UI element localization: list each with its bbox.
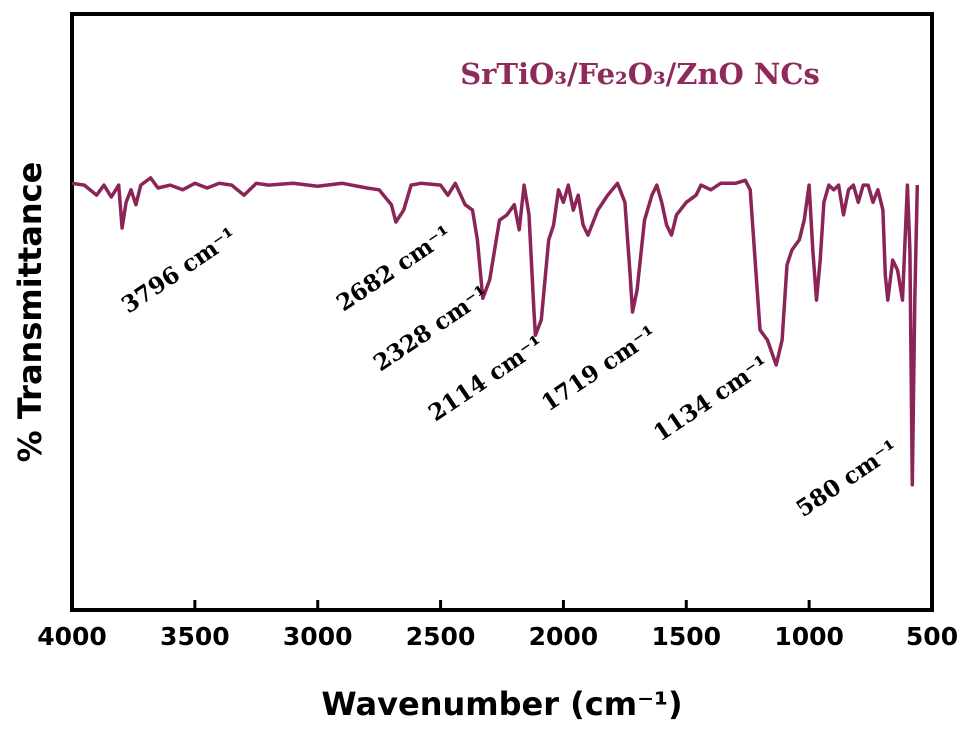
peak-annotation: 580 cm⁻¹ xyxy=(791,435,903,523)
peak-annotation: 2328 cm⁻¹ xyxy=(369,280,494,377)
y-axis-label: % Transmittance xyxy=(11,162,49,463)
x-tick-label: 3500 xyxy=(160,622,230,651)
chart-title: SrTiO₃/Fe₂O₃/ZnO NCs xyxy=(460,57,820,91)
peak-annotation: 1719 cm⁻¹ xyxy=(537,320,662,417)
peak-annotation: 2114 cm⁻¹ xyxy=(424,330,549,427)
peak-annotation: 3796 cm⁻¹ xyxy=(117,222,242,319)
x-tick-label: 2500 xyxy=(406,622,476,651)
x-tick-label: 3000 xyxy=(283,622,353,651)
x-tick-label: 4000 xyxy=(37,622,107,651)
peak-annotation: 1134 cm⁻¹ xyxy=(649,350,774,447)
x-tick-label: 2000 xyxy=(529,622,599,651)
x-tick-label: 1000 xyxy=(774,622,844,651)
x-axis-label: Wavenumber (cm⁻¹) xyxy=(321,685,682,723)
spectrum-line xyxy=(71,176,920,487)
x-tick-label: 1500 xyxy=(651,622,721,651)
plot-frame xyxy=(70,12,934,612)
x-tick-label: 500 xyxy=(906,622,958,651)
peak-annotation: 2682 cm⁻¹ xyxy=(332,220,457,317)
